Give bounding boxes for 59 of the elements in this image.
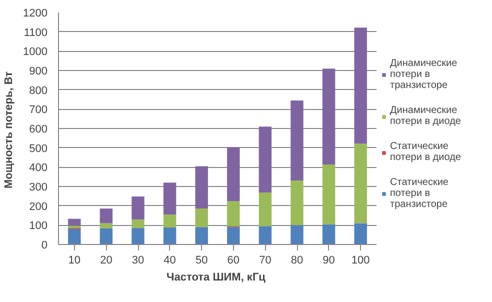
- bar: [354, 144, 367, 224]
- x-tick-label: 40: [164, 254, 176, 266]
- legend-label: Статические потери в транзисторе: [390, 177, 448, 210]
- bar: [227, 201, 240, 226]
- x-tick-label: 10: [68, 254, 81, 266]
- x-tick-label: 20: [100, 254, 112, 266]
- y-tick-label: 800: [29, 84, 48, 97]
- x-tick-label: 50: [195, 254, 208, 266]
- bar: [258, 226, 272, 244]
- bar: [227, 147, 240, 202]
- bar: [322, 164, 336, 224]
- bar: [290, 100, 304, 181]
- y-tick-label: 1000: [23, 46, 48, 58]
- bar: [68, 226, 81, 228]
- x-tick-label: 70: [259, 254, 272, 266]
- y-tick-label: 400: [29, 162, 48, 174]
- bar: [195, 227, 208, 244]
- y-tick-label: 100: [29, 220, 48, 232]
- bar: [68, 218, 81, 226]
- y-tick-label: 1100: [24, 26, 48, 39]
- bar: [163, 214, 176, 228]
- bar: [163, 182, 176, 215]
- y-tick-label: 300: [29, 182, 48, 194]
- y-tick-label: 700: [29, 104, 48, 116]
- y-tick-label: 500: [29, 142, 48, 155]
- legend-label: Динамические потери в транзисторе: [390, 58, 458, 91]
- bar: [195, 166, 208, 209]
- bar: [132, 220, 144, 228]
- y-tick-label: 900: [29, 66, 48, 78]
- bar: [322, 68, 336, 164]
- bar: [290, 225, 304, 244]
- bar: [100, 223, 113, 228]
- bar: [354, 28, 367, 144]
- bar: [100, 208, 113, 224]
- bar: [100, 228, 113, 244]
- bar: [132, 228, 144, 244]
- x-tick-label: 60: [227, 254, 240, 266]
- bar: [322, 224, 336, 244]
- legend-label: Динамические потери в диоде: [390, 105, 461, 127]
- bar: [227, 227, 240, 244]
- bar: [290, 180, 304, 226]
- bar: [258, 126, 272, 192]
- y-axis-title: Мощность потерь, Вт: [3, 70, 16, 189]
- y-tick-label: 1200: [23, 8, 48, 20]
- x-tick-label: 80: [290, 254, 304, 266]
- x-axis-title: Частота ШИМ, кГц: [166, 272, 266, 284]
- y-tick-label: 200: [29, 200, 48, 213]
- bar: [258, 192, 272, 226]
- y-tick-label: 600: [29, 124, 48, 136]
- x-tick-label: 100: [351, 254, 370, 266]
- bar: [68, 229, 81, 244]
- bar: [354, 223, 367, 244]
- y-tick-label: 0: [41, 240, 48, 252]
- x-tick-label: 30: [132, 254, 144, 266]
- x-tick-label: 90: [322, 254, 335, 266]
- bar: [132, 196, 144, 220]
- bar: [163, 227, 176, 244]
- legend-label: Статические потери в диоде: [390, 141, 461, 163]
- bar: [195, 208, 208, 228]
